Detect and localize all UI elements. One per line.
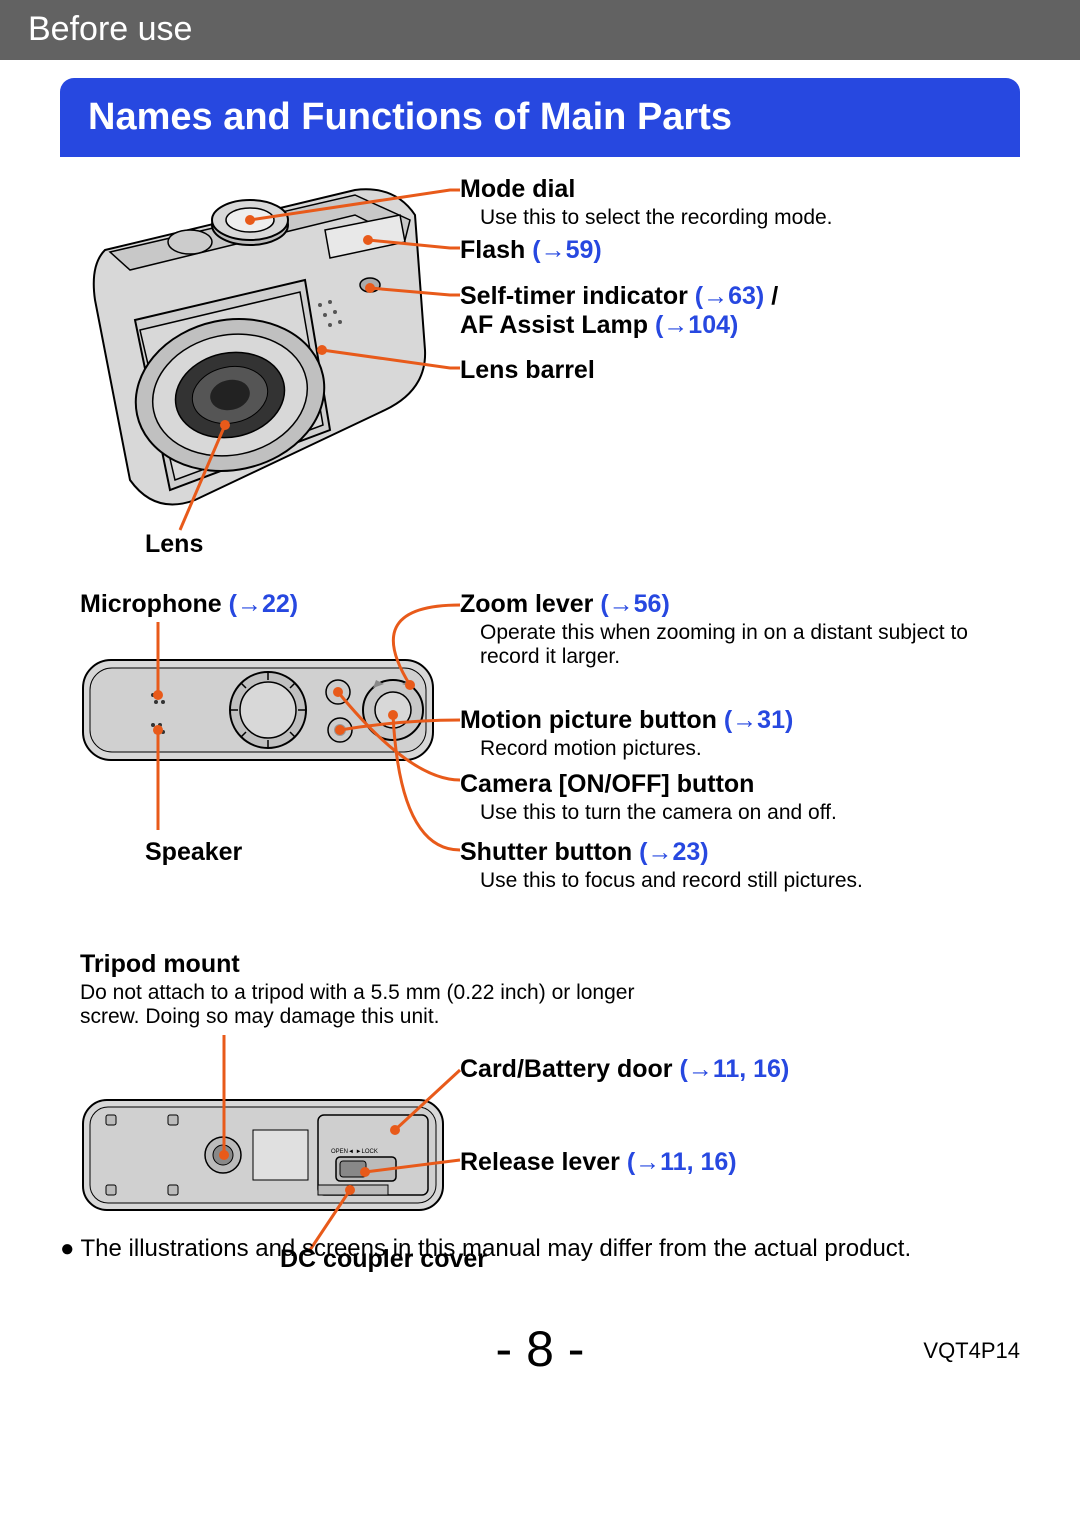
label-separator: / [771,282,778,310]
label-zoom-lever: Zoom lever (→56) Operate this when zoomi… [460,590,1020,669]
label-self-timer: Self-timer indicator (→63) / AF Assist L… [460,282,1020,340]
shutter-name: Shutter button [460,838,632,866]
lens-name: Lens [145,530,203,558]
page-number: - 8 - [0,1320,1080,1378]
label-mode-dial: Mode dial Use this to select the recordi… [460,175,833,230]
shutter-desc: Use this to focus and record still pictu… [480,869,1020,893]
label-onoff: Camera [ON/OFF] button Use this to turn … [460,770,1020,825]
release-lever-name: Release lever [460,1148,620,1176]
lens-barrel-name: Lens barrel [460,356,595,384]
motion-picture-name: Motion picture button [460,706,717,734]
label-flash: Flash (→59) [460,236,602,265]
shutter-ref[interactable]: (→23) [639,838,708,866]
self-timer-name: Self-timer indicator [460,282,688,310]
label-card-door: Card/Battery door (→11, 16) [460,1055,789,1084]
document-code: VQT4P14 [923,1338,1020,1364]
card-door-ref[interactable]: (→11, 16) [680,1055,790,1083]
flash-ref[interactable]: (→59) [532,236,601,264]
page-title: Names and Functions of Main Parts [88,96,732,138]
motion-picture-desc: Record motion pictures. [480,737,1020,761]
flash-name: Flash [460,236,525,264]
self-timer-ref[interactable]: (→63) [695,282,764,310]
onoff-desc: Use this to turn the camera on and off. [480,801,1020,825]
section-title: Before use [28,10,192,48]
af-assist-name: AF Assist Lamp [460,311,648,339]
footnote: ●The illustrations and screens in this m… [60,1235,1020,1263]
af-assist-ref[interactable]: (→104) [655,311,738,339]
mode-dial-name: Mode dial [460,175,575,203]
label-lens-barrel: Lens barrel [460,356,595,385]
label-lens: Lens [145,530,203,559]
section-header: Before use [0,0,1080,60]
motion-picture-ref[interactable]: (→31) [724,706,793,734]
label-motion-picture: Motion picture button (→31) Record motio… [460,706,1020,761]
manual-page: Before use Names and Functions of Main P… [0,0,1080,1535]
zoom-lever-desc: Operate this when zooming in on a distan… [480,621,1020,669]
footnote-text: The illustrations and screens in this ma… [81,1235,912,1262]
release-lever-ref[interactable]: (→11, 16) [627,1148,737,1176]
onoff-name: Camera [ON/OFF] button [460,770,754,798]
mode-dial-desc: Use this to select the recording mode. [480,206,833,230]
zoom-lever-name: Zoom lever [460,590,593,618]
label-release-lever: Release lever (→11, 16) [460,1148,737,1177]
label-shutter: Shutter button (→23) Use this to focus a… [460,838,1020,893]
zoom-lever-ref[interactable]: (→56) [600,590,669,618]
bullet-icon: ● [60,1235,75,1262]
page-title-block: Names and Functions of Main Parts [60,78,1020,157]
card-door-name: Card/Battery door [460,1055,673,1083]
